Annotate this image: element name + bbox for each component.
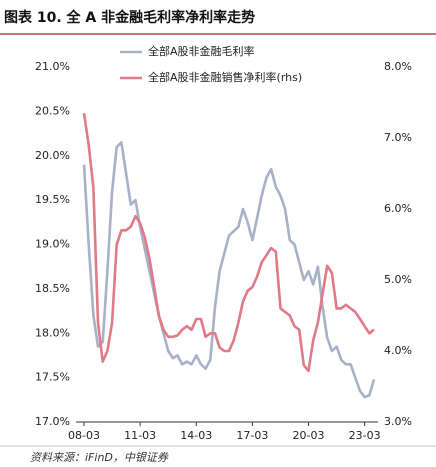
chart-title: 图表 10. 全 A 非金融毛利率净利率走势 <box>4 9 255 26</box>
legend-label: 全部A股非金融毛利率 <box>148 44 255 58</box>
y-tick-label: 19.5% <box>35 193 70 206</box>
x-tick-label: 11-03 <box>124 429 156 442</box>
y2-tick-label: 5.0% <box>384 273 412 286</box>
y-tick-label: 19.0% <box>35 238 70 251</box>
x-tick-label: 20-03 <box>293 429 325 442</box>
y2-tick-label: 7.0% <box>384 131 412 144</box>
y2-tick-label: 4.0% <box>384 344 412 357</box>
legend-label: 全部A股非金融销售净利率(rhs) <box>148 70 302 84</box>
y-tick-label: 17.5% <box>35 371 70 384</box>
y-tick-label: 20.5% <box>35 104 70 117</box>
y-tick-label: 21.0% <box>35 60 70 73</box>
y-tick-label: 17.0% <box>35 415 70 428</box>
y2-tick-label: 3.0% <box>384 415 412 428</box>
y-tick-label: 18.5% <box>35 282 70 295</box>
x-tick-label: 17-03 <box>236 429 268 442</box>
series-line <box>82 141 376 399</box>
series-line <box>82 113 375 373</box>
x-tick-label: 23-03 <box>349 429 381 442</box>
y2-tick-label: 8.0% <box>384 60 412 73</box>
y2-tick-label: 6.0% <box>384 202 412 215</box>
x-tick-label: 08-03 <box>68 429 100 442</box>
y-tick-label: 18.0% <box>35 326 70 339</box>
x-tick-label: 14-03 <box>180 429 212 442</box>
y-tick-label: 20.0% <box>35 149 70 162</box>
source: 资料来源：iFinD，中银证券 <box>30 451 169 464</box>
